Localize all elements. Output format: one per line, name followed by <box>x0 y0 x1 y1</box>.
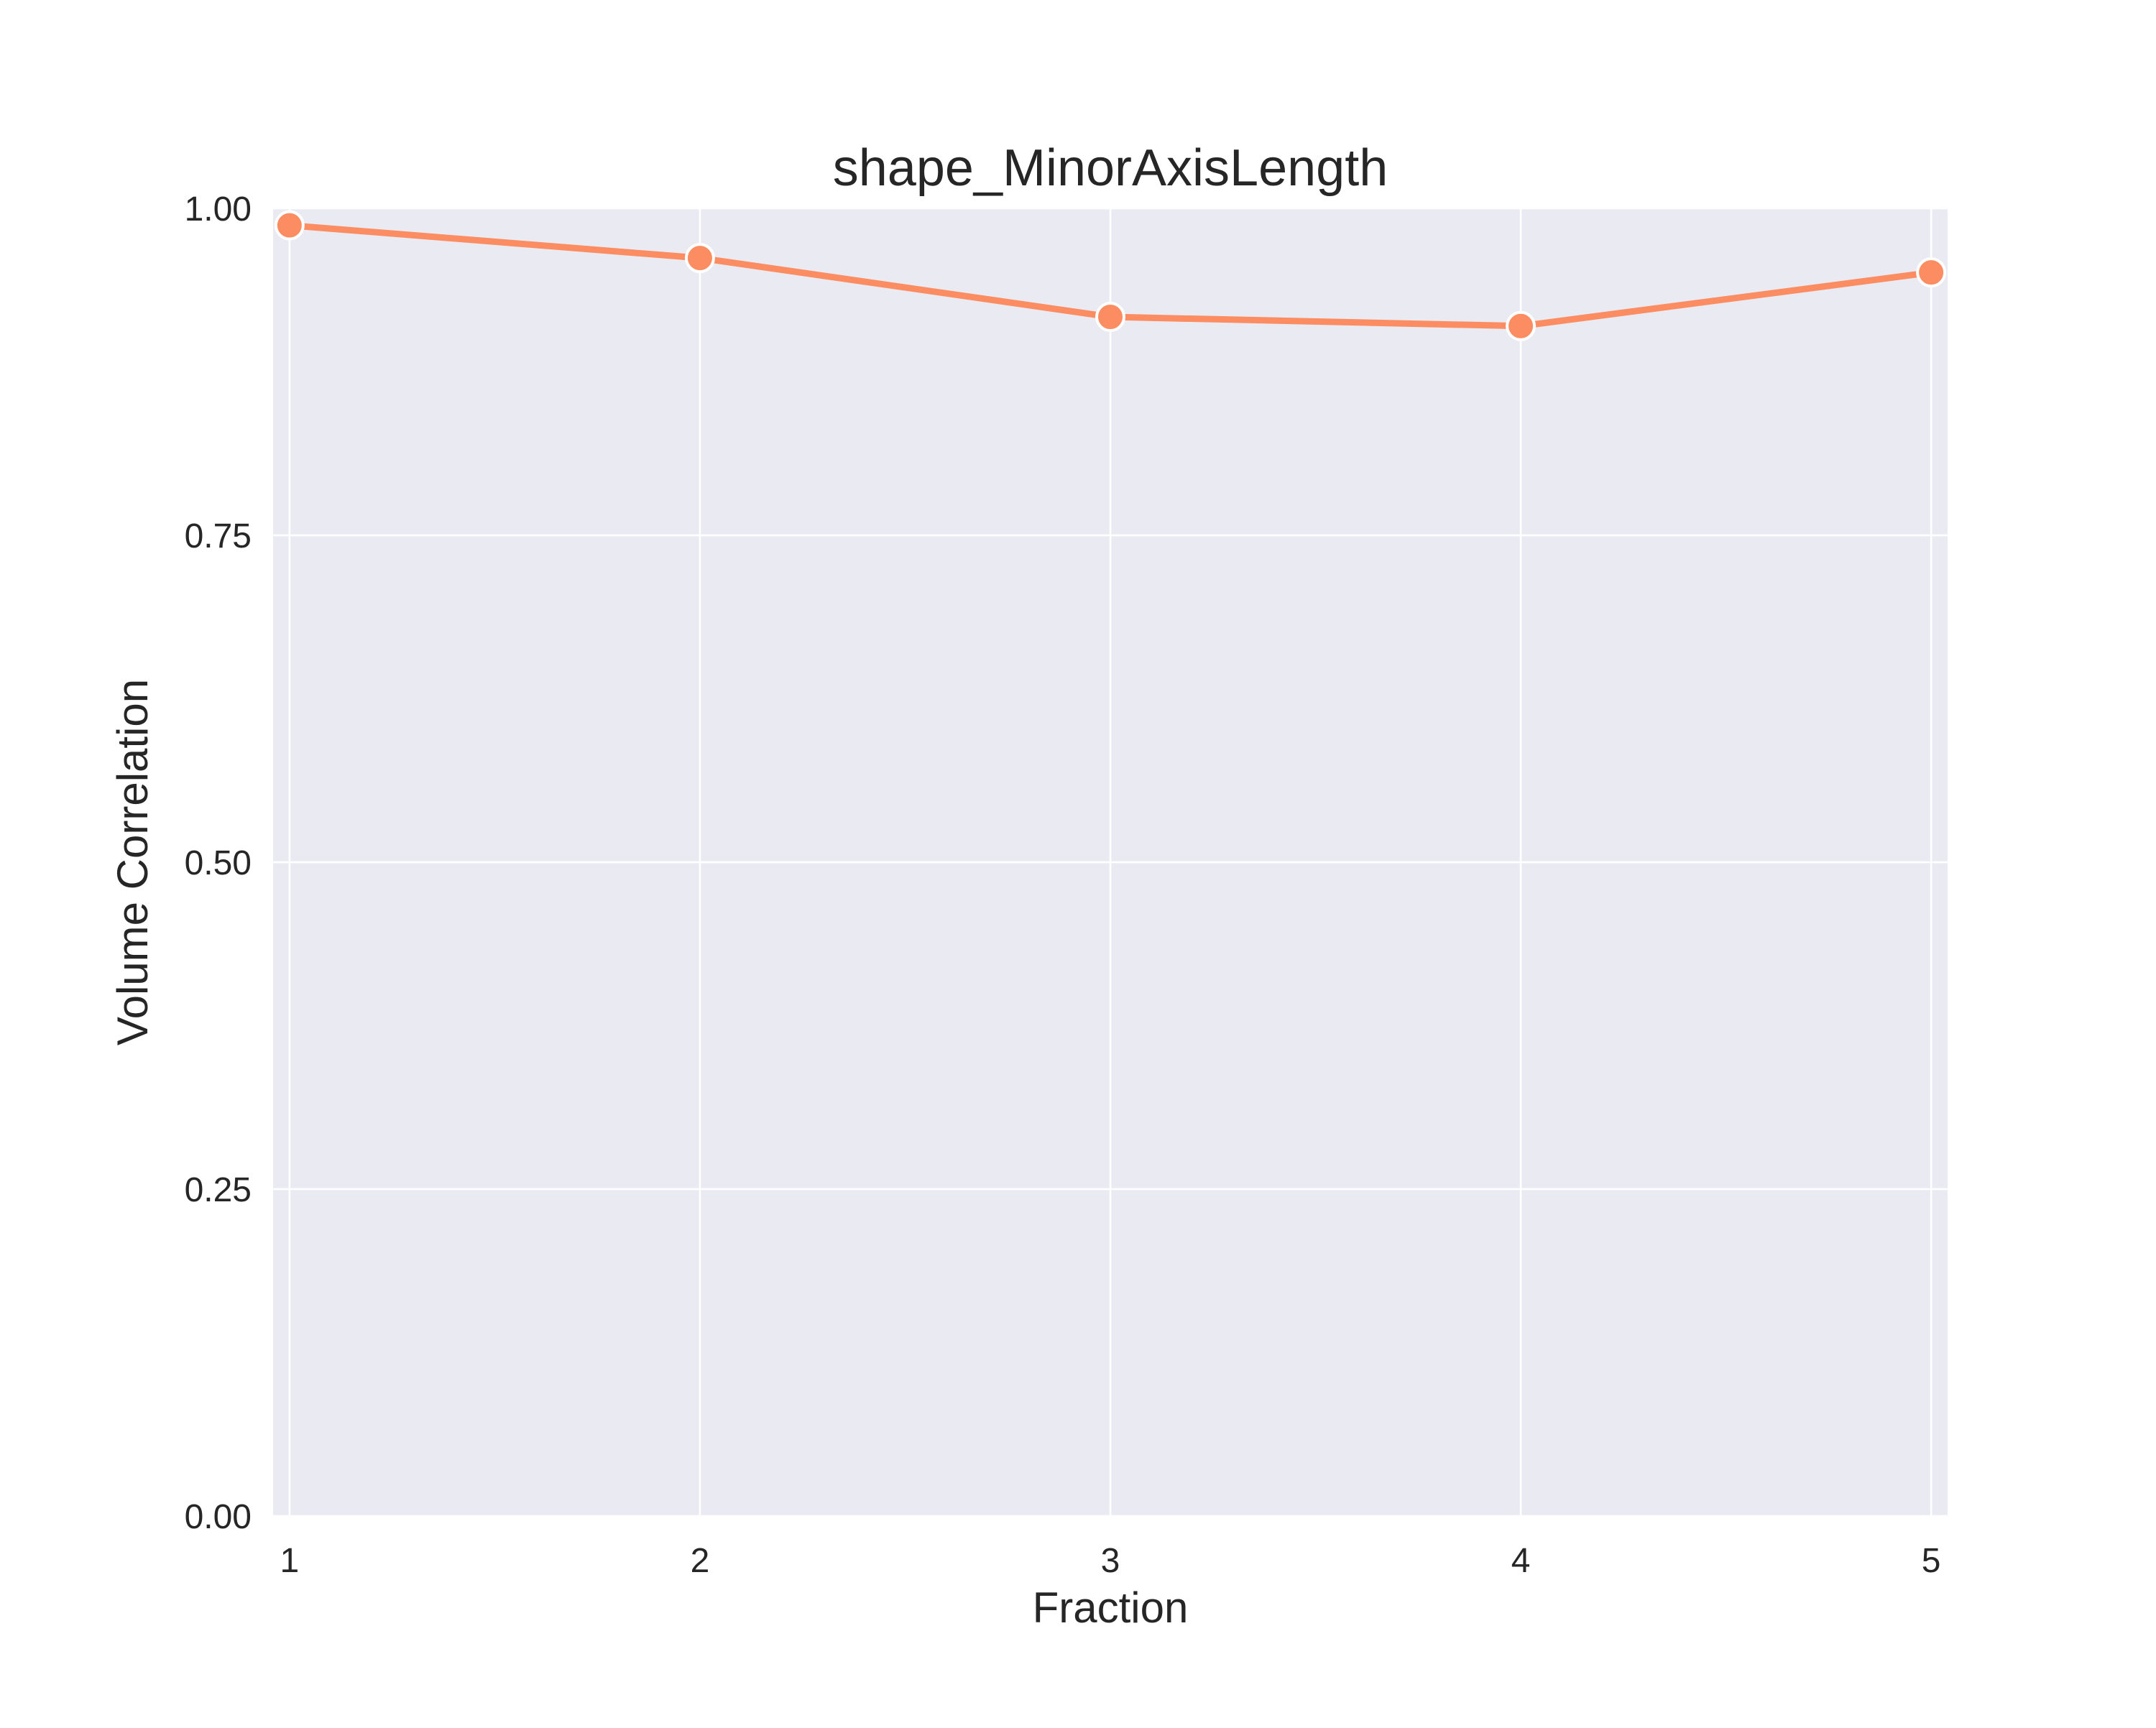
y-tick-label: 0.75 <box>185 517 252 555</box>
y-tick-label: 0.25 <box>185 1171 252 1209</box>
chart-title: shape_MinorAxisLength <box>833 139 1388 197</box>
x-tick-label: 5 <box>1922 1542 1941 1580</box>
y-axis-label: Volume Correlation <box>109 679 157 1045</box>
data-point <box>1095 302 1125 333</box>
y-tick-label: 0.50 <box>185 844 252 882</box>
data-point <box>684 243 715 274</box>
series-layer <box>274 210 1947 341</box>
data-point <box>1506 310 1537 341</box>
y-tick-label: 0.00 <box>185 1498 252 1536</box>
x-tick-label: 4 <box>1511 1542 1531 1580</box>
grid <box>273 207 1948 1517</box>
x-tick-label: 3 <box>1101 1542 1120 1580</box>
x-tick-label: 2 <box>691 1542 710 1580</box>
y-tick-label: 1.00 <box>185 190 252 228</box>
tick-labels: 1 2 3 4 5 0.00 0.25 0.50 0.75 1.00 <box>185 190 1941 1580</box>
x-tick-label: 1 <box>280 1542 299 1580</box>
x-axis-label: Fraction <box>1033 1584 1189 1632</box>
data-point <box>1916 257 1947 288</box>
data-point <box>274 210 305 241</box>
